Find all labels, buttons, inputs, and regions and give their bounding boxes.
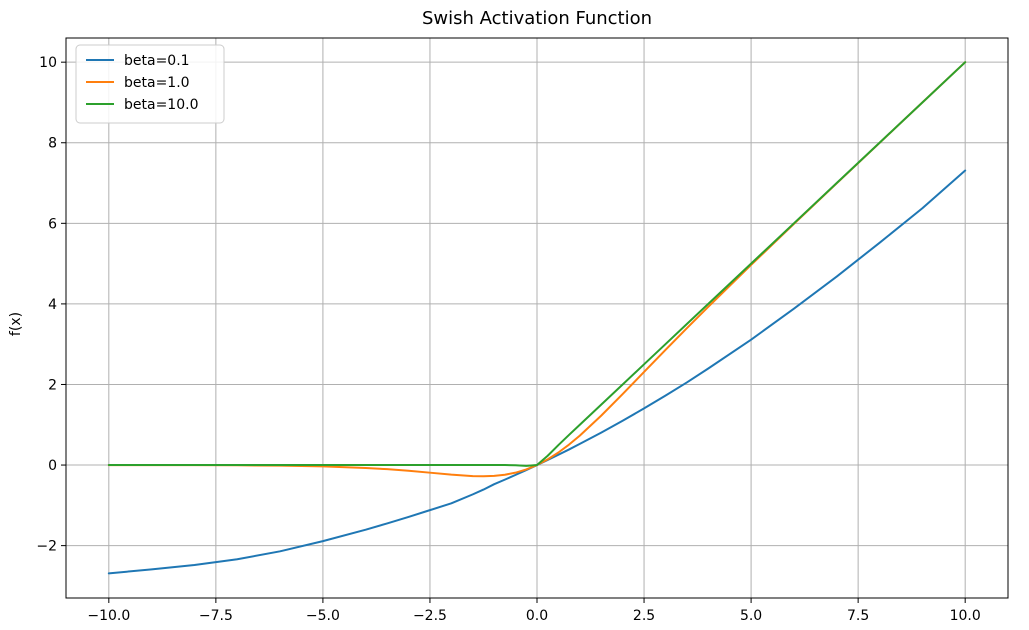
legend: beta=0.1 beta=1.0 beta=10.0 [75,44,225,124]
chart-title: Swish Activation Function [422,8,652,29]
x-tick-label: −10.0 [87,608,130,624]
x-tick-label: 10.0 [950,608,981,624]
y-tick-label: 10 [39,55,57,71]
series-line-2 [107,61,967,467]
x-tick-label: 7.5 [847,608,869,624]
axis-ticks: −10.0 −7.5 −5.0 −2.5 0.0 2.5 5.0 7.5 10.0 −2 0 2 4 6 8… [36,55,980,624]
x-tick-label: 5.0 [740,608,762,624]
y-tick-label: 0 [48,458,57,474]
x-tick-label: −5.0 [306,608,340,624]
legend-label: beta=0.1 [124,53,190,69]
x-tick-label: −7.5 [199,608,233,624]
y-tick-label: 8 [48,136,57,152]
x-tick-label: 0.0 [526,608,548,624]
y-axis-label: f(x) [8,312,24,336]
x-tick-label: 2.5 [633,608,655,624]
y-tick-label: 6 [48,216,57,232]
legend-label: beta=1.0 [124,75,190,91]
x-tick-label: −2.5 [413,608,447,624]
series-lines [107,61,967,575]
y-tick-label: 4 [48,297,57,313]
y-tick-label: 2 [48,377,57,393]
legend-label: beta=10.0 [124,97,198,113]
series-line-1 [107,61,967,478]
y-tick-label: −2 [36,539,57,555]
